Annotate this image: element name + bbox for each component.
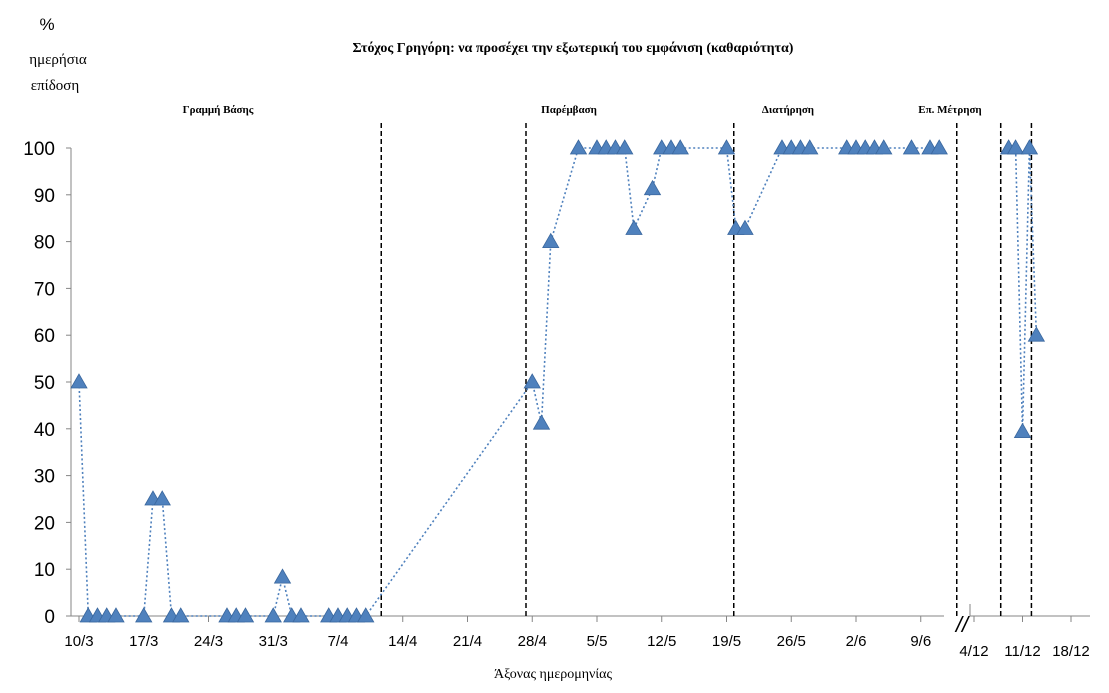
phase-label-baseline: Γραμμή Βάσης (183, 104, 254, 116)
x-tick-label: 26/5 (777, 633, 806, 650)
y-tick-label: 60 (34, 326, 55, 347)
data-point (875, 139, 893, 155)
y-tick-label: 30 (34, 467, 55, 488)
data-point (264, 607, 282, 623)
y-axis-label-line-1: ημερήσια (29, 52, 87, 68)
x-tick-label: 2/6 (846, 633, 867, 650)
x-tick-label: 21/4 (453, 633, 482, 650)
phase-label-intervention: Παρέμβαση (541, 104, 597, 116)
x-tick-label: 19/5 (712, 633, 741, 650)
y-tick-label: 90 (34, 186, 55, 207)
data-point (172, 607, 190, 623)
x-tick-label: 4/12 (959, 643, 988, 660)
data-point (717, 139, 736, 155)
x-tick-label: 10/3 (64, 633, 93, 650)
data-point (930, 139, 948, 155)
x-tick-label: 17/3 (129, 633, 158, 650)
data-point (625, 219, 643, 235)
data-point (532, 414, 551, 430)
data-point (671, 139, 689, 155)
y-axis-label-line-2: επίδοση (31, 78, 80, 94)
data-point (542, 232, 560, 249)
data-point (357, 607, 375, 623)
data-point (107, 607, 125, 623)
chart-title: Στόχος Γρηγόρη: να προσέχει την εξωτερικ… (353, 41, 794, 56)
data-point (523, 373, 541, 389)
x-tick-label: 28/4 (518, 633, 547, 650)
data-point (292, 607, 310, 623)
y-tick-label: 70 (34, 279, 55, 300)
data-point (1006, 139, 1025, 155)
y-tick-label: 80 (34, 233, 55, 254)
series-line (1008, 147, 1038, 432)
phase-label-maintenance: Διατήρηση (762, 104, 814, 116)
data-point (736, 219, 754, 235)
data-point (236, 607, 255, 623)
data-point (273, 568, 292, 584)
x-tick-label: 9/6 (910, 633, 931, 650)
x-tick-label: 5/5 (587, 633, 608, 650)
x-tick-label: 7/4 (328, 633, 349, 650)
data-point (1027, 326, 1046, 342)
x-tick-label: 12/5 (647, 633, 676, 650)
x-axis-label: Άξονας ημερομηνίας (494, 667, 612, 682)
y-tick-label: 100 (23, 139, 55, 160)
y-tick-label: 10 (34, 560, 55, 581)
series-line (78, 147, 940, 617)
phase-lines (380, 123, 1033, 616)
y-axis-symbol: % (39, 15, 54, 34)
axes: 0 10 20 30 40 50 60 70 80 90 100 10/3 17/3 24/3 31/3 7/… (23, 139, 1090, 660)
data-point (153, 490, 171, 506)
data-points (70, 139, 1046, 623)
x-tick-label: 11/12 (1004, 643, 1040, 660)
data-point (1020, 139, 1039, 155)
y-tick-label: 50 (34, 373, 55, 394)
data-point (135, 607, 153, 623)
data-point (70, 373, 88, 389)
data-point (616, 139, 634, 155)
y-tick-label: 40 (34, 420, 55, 441)
series-lines (78, 147, 1038, 617)
data-point (569, 139, 588, 155)
data-point (801, 139, 819, 155)
x-tick-label: 31/3 (259, 633, 288, 650)
x-tick-label: 24/3 (194, 633, 223, 650)
data-point (643, 179, 662, 196)
y-tick-label: 20 (34, 513, 55, 534)
axis-break-mark: // (954, 612, 970, 637)
data-point (902, 139, 921, 155)
phase-label-follow-up: Επ. Μέτρηση (918, 104, 981, 116)
x-tick-label: 18/12 (1052, 643, 1090, 660)
y-tick-label: 0 (44, 607, 55, 628)
x-tick-label: 14/4 (388, 633, 417, 650)
data-point (1013, 422, 1032, 439)
